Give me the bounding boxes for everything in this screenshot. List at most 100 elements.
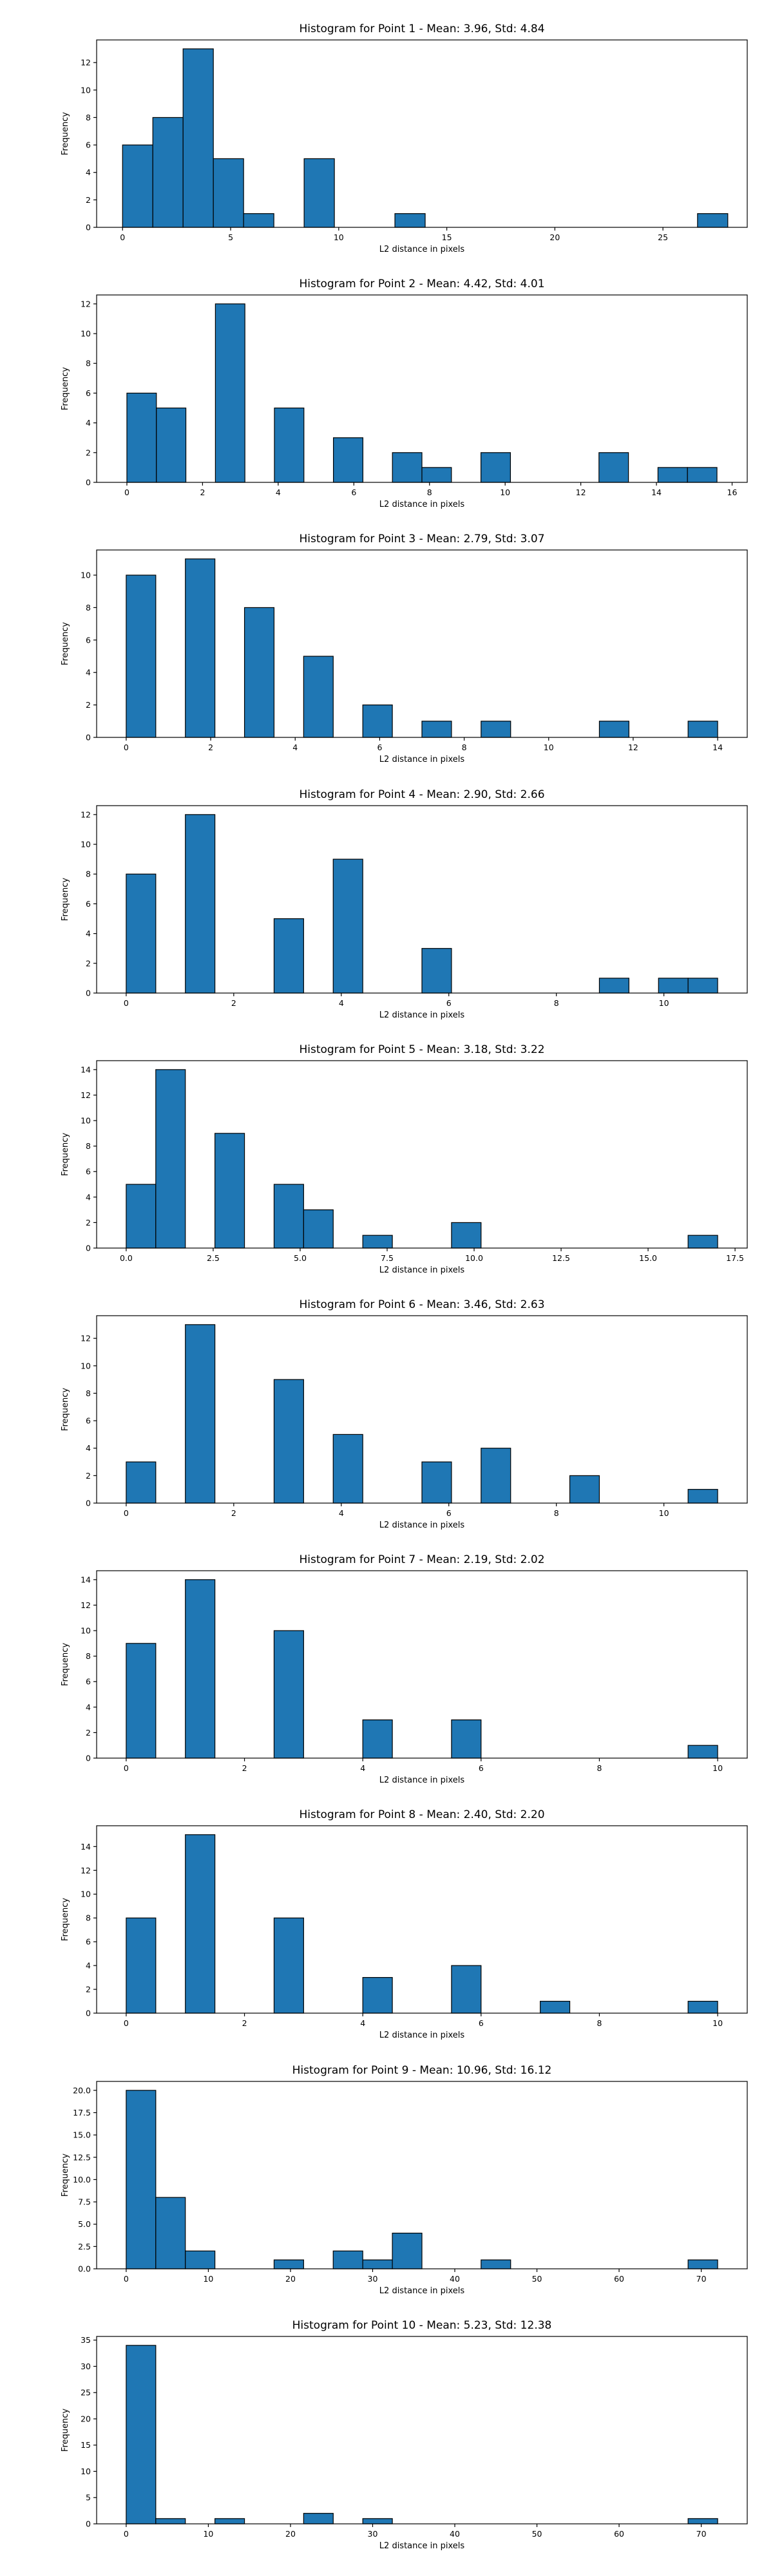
x-tick-label: 8: [554, 998, 559, 1008]
y-tick-label: 10: [81, 1115, 91, 1125]
x-tick-label: 16: [727, 488, 738, 497]
y-tick-label: 8: [86, 1651, 91, 1661]
x-tick-label: 0: [124, 488, 129, 497]
histogram-bar: [243, 607, 275, 738]
histogram-bar: [273, 1630, 304, 1759]
y-axis-label: Frequency: [61, 1898, 70, 1941]
histogram-bar: [421, 467, 452, 483]
y-tick-label: 10: [81, 329, 91, 339]
histogram-bar: [362, 1719, 393, 1759]
y-tick-label: 6: [86, 1677, 91, 1687]
histogram-bar: [481, 452, 511, 483]
histogram-bar: [126, 873, 157, 994]
histogram-bar: [332, 858, 363, 994]
x-tick-label: 2: [231, 1508, 236, 1518]
histogram-chart-6: Histogram for Point 6 - Mean: 3.46, Std:…: [61, 1298, 748, 1530]
y-tick-label: 6: [86, 1937, 91, 1947]
y-tick-label: 2: [86, 448, 91, 457]
histogram-bar: [658, 977, 689, 994]
histogram-bar: [540, 2001, 571, 2014]
chart-title: Histogram for Point 3 - Mean: 2.79, Std:…: [299, 533, 544, 545]
x-tick-label: 10: [334, 232, 344, 242]
histogram-panel-1: Histogram for Point 1 - Mean: 3.96, Std:…: [0, 0, 773, 255]
histogram-bar: [687, 977, 718, 994]
x-tick-label: 0.0: [120, 1253, 133, 1263]
histogram-bar: [332, 437, 363, 483]
y-tick-label: 8: [86, 869, 91, 878]
x-axis-label: L2 distance in pixels: [379, 500, 465, 509]
y-axis-label: Frequency: [61, 622, 70, 665]
histogram-bar: [126, 1917, 157, 2014]
histogram-bar: [126, 2345, 157, 2524]
histogram-bar: [421, 947, 452, 994]
histogram-bar: [215, 1133, 245, 1249]
histogram-bar: [126, 393, 157, 483]
x-tick-label: 40: [450, 2274, 460, 2284]
y-tick-label: 2: [86, 195, 91, 205]
histogram-bar: [122, 144, 153, 228]
histogram-bar: [451, 1965, 482, 2014]
x-tick-label: 70: [696, 2529, 707, 2539]
histogram-bar: [481, 721, 511, 738]
y-tick-label: 6: [86, 388, 91, 398]
x-axis-label: L2 distance in pixels: [379, 755, 465, 764]
x-tick-label: 5: [228, 232, 233, 242]
y-tick-label: 2: [86, 958, 91, 968]
axes-frame: [96, 1060, 748, 1249]
histogram-panel-10: Histogram for Point 10 - Mean: 5.23, Std…: [0, 2297, 773, 2552]
histogram-chart-2: Histogram for Point 2 - Mean: 4.42, Std:…: [61, 278, 748, 509]
x-tick-label: 6: [446, 1508, 452, 1518]
chart-title: Histogram for Point 7 - Mean: 2.19, Std:…: [299, 1553, 544, 1566]
histogram-bar: [687, 721, 718, 738]
x-tick-label: 6: [377, 743, 382, 752]
y-tick-label: 8: [86, 1913, 91, 1923]
x-tick-label: 10: [500, 488, 510, 497]
x-tick-label: 30: [368, 2529, 378, 2539]
y-tick-label: 2: [86, 1985, 91, 1994]
x-axis-label: L2 distance in pixels: [379, 2541, 465, 2551]
histogram-bar: [185, 558, 216, 738]
y-tick-label: 4: [86, 668, 91, 677]
histogram-bar: [394, 213, 426, 228]
y-tick-label: 15.0: [73, 2130, 91, 2139]
x-tick-label: 20: [549, 232, 560, 242]
x-tick-label: 0: [120, 232, 125, 242]
histogram-bar: [421, 721, 452, 738]
x-tick-label: 14: [651, 488, 662, 497]
histogram-bar: [182, 48, 214, 228]
x-axis-label: L2 distance in pixels: [379, 245, 465, 254]
x-tick-label: 2: [208, 743, 213, 752]
chart-title: Histogram for Point 4 - Mean: 2.90, Std:…: [299, 788, 544, 801]
x-tick-label: 4: [339, 1508, 344, 1518]
x-tick-label: 60: [614, 2274, 624, 2284]
x-tick-label: 4: [276, 488, 281, 497]
y-tick-label: 10: [81, 1889, 91, 1899]
histogram-bar: [274, 408, 305, 483]
y-tick-label: 6: [86, 140, 91, 150]
histogram-bar: [451, 1222, 482, 1249]
y-tick-label: 4: [86, 1443, 91, 1453]
histogram-bar: [273, 2259, 304, 2269]
histogram-bar: [697, 213, 729, 228]
y-axis-label: Frequency: [61, 1643, 70, 1686]
histogram-bar: [687, 1489, 718, 1504]
axes-frame: [96, 1315, 748, 1504]
histogram-bar: [185, 1579, 216, 1759]
histogram-bar: [126, 1461, 157, 1504]
x-tick-label: 70: [696, 2274, 707, 2284]
histogram-bar: [185, 813, 216, 994]
y-tick-label: 25: [81, 2388, 91, 2398]
x-tick-label: 60: [614, 2529, 624, 2539]
y-tick-label: 4: [86, 1192, 91, 1202]
y-tick-label: 10: [81, 1361, 91, 1370]
x-tick-label: 4: [360, 2018, 365, 2028]
y-tick-label: 12: [81, 1866, 91, 1875]
y-tick-label: 0: [86, 478, 91, 488]
y-tick-label: 2: [86, 1218, 91, 1227]
histogram-bar: [687, 467, 718, 483]
histogram-bar: [332, 2250, 363, 2269]
histogram-bar: [332, 1434, 363, 1504]
chart-title: Histogram for Point 8 - Mean: 2.40, Std:…: [299, 1808, 544, 1821]
y-tick-label: 8: [86, 1388, 91, 1398]
